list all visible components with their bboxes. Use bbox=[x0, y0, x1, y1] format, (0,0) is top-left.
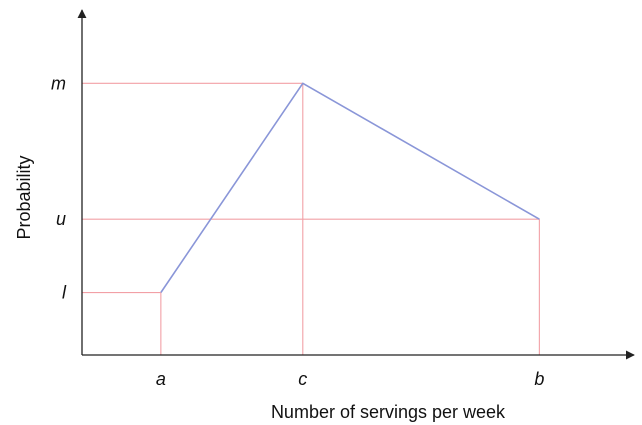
y-axis-title: Probability bbox=[14, 155, 34, 239]
y-tick-label-m: m bbox=[51, 73, 66, 93]
y-tick-label-l: l bbox=[62, 283, 67, 303]
x-axis-title: Number of servings per week bbox=[271, 402, 506, 422]
x-tick-label-a: a bbox=[156, 369, 166, 389]
y-tick-labels: l u m bbox=[51, 73, 67, 302]
guide-lines bbox=[82, 82, 540, 355]
x-tick-label-c: c bbox=[298, 369, 307, 389]
series-line-0 bbox=[160, 82, 540, 293]
y-tick-label-u: u bbox=[56, 209, 66, 229]
x-tick-label-b: b bbox=[534, 369, 544, 389]
series-layer bbox=[160, 82, 540, 293]
